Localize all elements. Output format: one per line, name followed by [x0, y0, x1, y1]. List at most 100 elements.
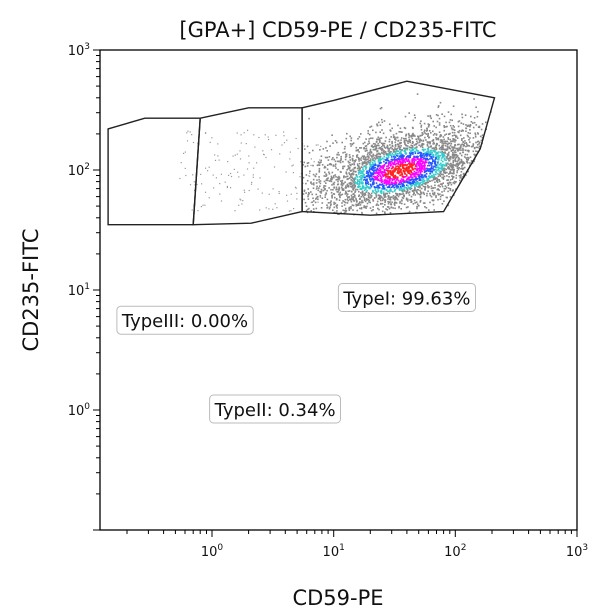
event-dot — [290, 193, 292, 195]
event-dot — [419, 153, 422, 156]
event-dot — [385, 159, 388, 162]
event-dot — [408, 167, 410, 169]
event-dot — [410, 195, 413, 198]
event-dot — [421, 179, 423, 182]
event-dot — [405, 198, 408, 201]
event-dot — [262, 150, 264, 152]
event-dot — [467, 124, 469, 127]
event-dot — [458, 175, 461, 177]
event-dot — [469, 124, 472, 126]
event-dot — [351, 196, 353, 198]
event-dot — [414, 172, 417, 175]
event-dot — [420, 176, 423, 178]
event-dot — [316, 185, 318, 188]
event-dot — [336, 176, 339, 179]
event-dot — [242, 200, 244, 202]
event-dot — [395, 178, 398, 180]
event-dot — [398, 193, 401, 195]
event-dot — [421, 175, 423, 177]
event-dot — [318, 181, 321, 183]
event-dot — [422, 178, 425, 180]
event-dot — [365, 149, 368, 151]
event-dot — [357, 138, 359, 140]
event-dot — [405, 167, 408, 170]
event-dot — [454, 164, 457, 166]
event-dot — [420, 167, 422, 170]
event-dot — [379, 159, 382, 161]
event-dot — [368, 176, 371, 179]
event-dot — [472, 150, 475, 153]
event-dot — [435, 155, 437, 158]
event-dot — [345, 137, 348, 140]
event-dot — [430, 132, 432, 134]
event-dot — [438, 163, 441, 166]
event-dot — [324, 185, 327, 187]
event-dot — [299, 176, 301, 178]
event-dot — [273, 166, 276, 168]
event-dot — [374, 188, 377, 191]
event-dot — [372, 146, 374, 148]
event-dot — [389, 150, 392, 153]
event-dot — [405, 148, 407, 150]
event-dot — [363, 197, 366, 199]
event-dot — [382, 191, 385, 193]
event-dot — [400, 208, 402, 210]
event-dot — [377, 142, 379, 145]
event-dot — [349, 199, 352, 201]
event-dot — [413, 192, 415, 194]
event-dot — [353, 187, 355, 190]
event-dot — [377, 136, 380, 139]
event-dot — [341, 141, 343, 144]
event-dot — [383, 184, 385, 187]
event-dot — [437, 188, 439, 190]
event-dot — [367, 199, 369, 201]
event-dot — [413, 199, 416, 202]
event-dot — [446, 171, 448, 174]
event-dot — [423, 129, 426, 132]
event-dot — [353, 184, 355, 186]
event-dot — [442, 160, 444, 163]
event-dot — [378, 167, 381, 170]
event-dot — [364, 150, 367, 152]
event-dot — [346, 198, 349, 201]
event-dot — [438, 154, 441, 157]
event-dot — [402, 167, 405, 169]
event-dot — [447, 111, 450, 113]
event-dot — [312, 197, 314, 200]
event-dot — [432, 147, 435, 149]
event-dot — [340, 159, 342, 161]
event-dot — [402, 166, 404, 168]
event-dot — [352, 173, 354, 176]
event-dot — [430, 117, 432, 120]
event-dot — [383, 158, 385, 161]
event-dot — [346, 185, 349, 188]
event-dot — [375, 190, 378, 193]
event-dot — [390, 136, 392, 138]
event-dot — [384, 151, 387, 153]
event-dot — [409, 154, 411, 157]
event-dot — [389, 147, 391, 150]
event-dot — [429, 171, 432, 173]
event-dot — [393, 190, 396, 192]
event-dot — [356, 182, 359, 184]
event-dot — [441, 173, 443, 176]
event-dot — [365, 175, 368, 178]
event-dot — [332, 189, 334, 191]
event-dot — [391, 127, 393, 130]
event-dot — [431, 190, 434, 192]
event-dot — [431, 176, 434, 178]
event-dot — [354, 177, 357, 179]
event-dot — [413, 170, 416, 173]
event-dot — [333, 183, 335, 186]
event-dot — [352, 195, 355, 198]
event-dot — [389, 170, 391, 172]
event-dot — [183, 152, 185, 154]
event-dot — [372, 153, 375, 156]
event-dot — [414, 150, 417, 153]
event-dot — [402, 192, 405, 195]
event-dot — [293, 208, 295, 210]
event-dot — [412, 190, 414, 193]
event-dot — [317, 189, 320, 192]
event-dot — [446, 153, 449, 155]
event-dot — [358, 195, 360, 197]
